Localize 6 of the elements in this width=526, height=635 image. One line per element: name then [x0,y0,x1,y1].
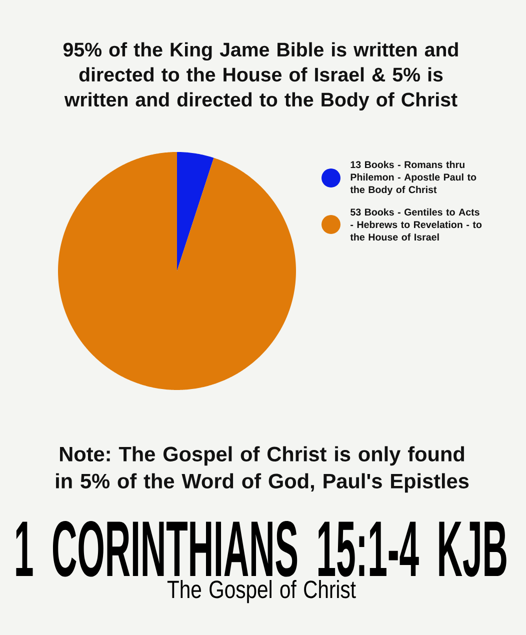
text: The Gospel of Christ [167,580,356,604]
legend-label: 13 Books - Romans thru Philemon - Apostle Paul to the Body of Christ [350,160,476,196]
chart-title: 95% of the King Jame Bible is written and directed to the House of Israel & 5% is written and directed to the Body of Christ [63,42,458,110]
text: 1 CORINTHIANS 15:1-4 KJB [16,520,506,577]
legend-label: 53 Books - Gentiles to Acts - Hebrews to Revelation - to the House of Israel [350,208,482,241]
text: Note: The Gospel of Christ is only found in 5% of the Word of God, Paul's Epistles [56,446,469,493]
